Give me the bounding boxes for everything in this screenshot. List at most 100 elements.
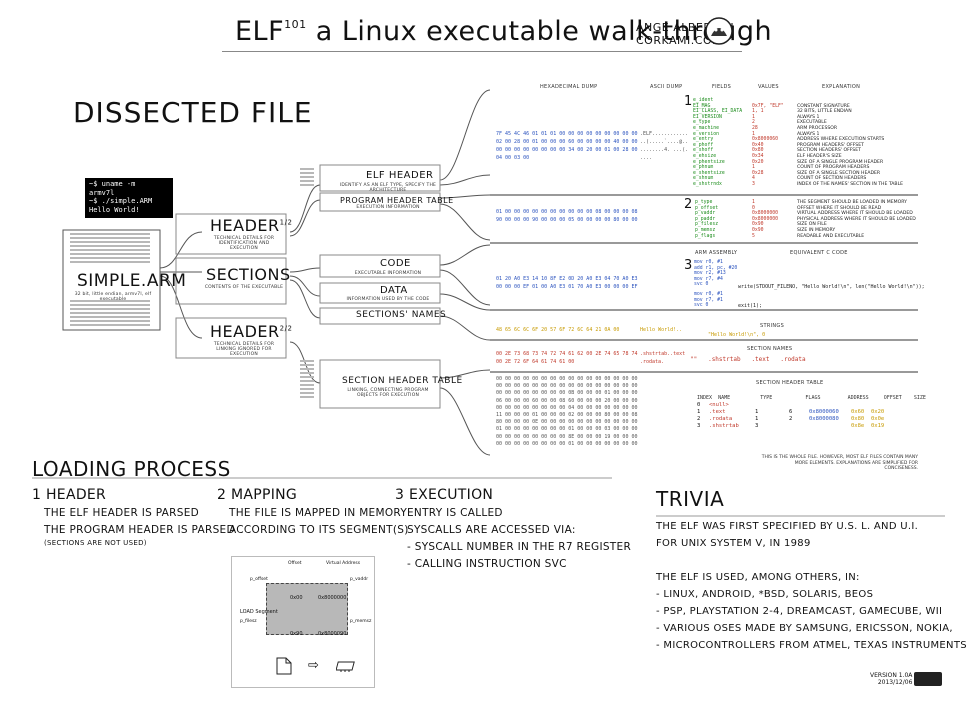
hex-line: 00 00 00 EF 01 00 A0 E3 01 70 A0 E3 00 0… bbox=[496, 284, 638, 290]
asm-line: svc 0 bbox=[694, 282, 709, 288]
field: p_paddr bbox=[695, 216, 716, 222]
vaddr-label: Virtual Address bbox=[326, 561, 361, 566]
arrow-icon: ⇨ bbox=[308, 658, 319, 673]
explanation: OFFSET WHERE IT SHOULD BE READ bbox=[797, 205, 882, 211]
step-line: THE FILE IS MAPPED IN MEMORY bbox=[229, 507, 408, 519]
asm-line: mov r7, #1 bbox=[694, 297, 723, 303]
field: p_memsz bbox=[695, 227, 716, 233]
step-line: THE PROGRAM HEADER IS PARSED bbox=[44, 524, 235, 536]
value: 0x28 bbox=[752, 170, 764, 176]
cell: 0x8000080 bbox=[809, 416, 839, 422]
cell: 1 bbox=[755, 416, 759, 422]
sht-col: TYPE bbox=[760, 395, 773, 401]
explanation: ADDRESS WHERE EXECUTION STARTS bbox=[797, 137, 885, 143]
elf-bytes bbox=[300, 168, 314, 188]
sht-col: ADDRESS bbox=[847, 395, 869, 401]
cell: 0x60 bbox=[851, 409, 865, 415]
cell: 0x19 bbox=[871, 423, 885, 429]
explanation: VIRTUAL ADDRESS WHERE IT SHOULD BE LOADE… bbox=[797, 211, 913, 217]
hex-line: 90 00 00 00 90 00 00 00 05 00 00 00 00 8… bbox=[496, 217, 638, 223]
elf-fields: e_ident EI_MAG EI_CLASS, EI_DATA EI_VERS… bbox=[693, 98, 742, 188]
explanation: PHYSICAL ADDRESS WHERE IT SHOULD BE LOAD… bbox=[797, 216, 916, 222]
field: p_flags bbox=[695, 233, 716, 239]
sht-col: INDEX bbox=[697, 395, 713, 401]
value: 5 bbox=[752, 233, 755, 239]
value: 0x20 bbox=[752, 159, 764, 165]
names-hex: 00 2E 73 68 73 74 72 74 61 62 00 2E 74 6… bbox=[496, 350, 637, 366]
step-number: 1 bbox=[684, 94, 693, 109]
p-offset-label: p_offset bbox=[250, 577, 268, 582]
explanation: 32 BITS, LITTLE ENDIAN bbox=[797, 109, 852, 115]
field: p_vaddr bbox=[695, 211, 716, 217]
explanation: ELF HEADER'S SIZE bbox=[797, 153, 842, 159]
trivia-line: THE ELF WAS FIRST SPECIFIED BY U.S. L. A… bbox=[656, 521, 919, 532]
version-date: 2013/12/06 bbox=[877, 679, 913, 686]
value: 3 bbox=[752, 181, 755, 187]
load-segment-label: LOAD Segment bbox=[240, 609, 278, 615]
step-number: 2 bbox=[684, 197, 693, 212]
table-row: 1 .text 1 6 0x8000060 0x60 0x20 bbox=[697, 409, 891, 416]
ascii-line: ..(.....`....@.. bbox=[640, 139, 689, 145]
sht-table: 0 <null> 1 .text 1 6 0x8000060 0x60 0x20… bbox=[697, 402, 891, 430]
sht-hex: 00 00 00 00 00 00 00 00 00 00 00 00 00 0… bbox=[496, 376, 638, 447]
explanation: SIZE ON FILE bbox=[797, 222, 827, 228]
file-label: SIMPLE.ARM bbox=[77, 271, 187, 291]
explanation: COUNT OF SECTION HEADERS bbox=[797, 176, 867, 182]
field: e_phentsize bbox=[693, 159, 725, 165]
title-main: ELF bbox=[235, 16, 285, 47]
step-line: - SYSCALL NUMBER IN THE R7 REGISTER bbox=[407, 541, 632, 553]
col-values: VALUES bbox=[758, 84, 779, 90]
asm-line: add r1, pc, #20 bbox=[694, 265, 738, 271]
col-c: EQUIVALENT C CODE bbox=[790, 250, 848, 256]
field: e_ident bbox=[693, 98, 714, 103]
version-info: VERSION 1.0A 2013/12/06 bbox=[870, 672, 912, 686]
explanation: INDEX OF THE NAMES' SECTION IN THE TABLE bbox=[797, 181, 904, 187]
step-note: (SECTIONS ARE NOT USED) bbox=[44, 539, 147, 547]
hex-line: 04 00 03 00 bbox=[496, 155, 530, 161]
hex-line: 00 2E 72 6F 64 61 74 61 00 bbox=[496, 359, 575, 365]
value: 0x34 bbox=[752, 153, 764, 159]
trivia-line: - VARIOUS OSES MADE BY SAMSUNG, ERICSSON… bbox=[656, 623, 953, 634]
map-v1: 0x8000000 bbox=[318, 595, 347, 601]
col-asm: ARM ASSEMBLY bbox=[695, 250, 738, 256]
value: 0x90 bbox=[752, 227, 764, 233]
asm-line: mov r0, #1 bbox=[694, 292, 723, 297]
field: e_shentsize bbox=[693, 170, 725, 176]
map-v0: 0x00 bbox=[290, 595, 303, 601]
field: e_phnum bbox=[693, 165, 714, 171]
part-sub: EXECUTABLE INFORMATION bbox=[354, 271, 422, 276]
cell: <null> bbox=[709, 402, 729, 408]
step-line: ENTRY IS CALLED bbox=[407, 507, 503, 519]
title-sup: 101 bbox=[284, 18, 307, 31]
strings-ascii: Hello World!.. bbox=[640, 327, 683, 333]
col-fields: FIELDS bbox=[712, 84, 732, 90]
field: e_version bbox=[693, 131, 719, 137]
group-sup: 1/2 bbox=[279, 218, 293, 227]
p-filesz-label: p_filesz bbox=[240, 619, 257, 624]
cell: .text bbox=[709, 409, 726, 415]
part-sub: EXECUTION INFORMATION bbox=[356, 205, 420, 210]
explanation: EXECUTABLE bbox=[797, 120, 827, 126]
author-site: CORKAMI.COM bbox=[636, 34, 723, 47]
step-line: ACCORDING TO ITS SEGMENT(S) bbox=[229, 524, 409, 536]
hex-line: 00 00 00 00 00 00 00 00 34 00 20 00 01 0… bbox=[496, 147, 638, 153]
ascii-line: ........4. ...(. bbox=[640, 147, 689, 153]
asm-code: mov r0, #1 add r1, pc, #20 mov r2, #13 m… bbox=[694, 260, 737, 288]
version: VERSION 1.0A bbox=[870, 672, 913, 679]
asm-line: mov r2, #13 bbox=[694, 271, 726, 277]
cell: 3 bbox=[697, 423, 701, 429]
col-hex: HEXADECIMAL DUMP bbox=[540, 84, 598, 90]
step-number: 3 bbox=[684, 258, 693, 273]
field: e_type bbox=[693, 120, 711, 126]
table-row: 0 <null> bbox=[697, 402, 891, 409]
hex-line: 01 00 00 00 00 00 00 00 00 00 00 08 00 0… bbox=[496, 209, 638, 215]
ascii-line: .rodata. bbox=[640, 359, 665, 365]
field: e_ehsize bbox=[693, 153, 717, 159]
map-v3: 0x8000090 bbox=[318, 631, 347, 637]
ascii-line: .ELF............ bbox=[640, 131, 689, 137]
load-step-1: 1 HEADER THE ELF HEADER IS PARSED THE PR… bbox=[32, 487, 235, 547]
hex-line: 7F 45 4C 46 01 01 01 00 00 00 00 00 00 0… bbox=[496, 131, 638, 137]
asm-code-exit: mov r0, #1 mov r7, #1 svc 0 bbox=[694, 292, 723, 309]
value: 1 bbox=[752, 165, 755, 171]
explanation: ARM PROCESSOR bbox=[797, 125, 838, 131]
